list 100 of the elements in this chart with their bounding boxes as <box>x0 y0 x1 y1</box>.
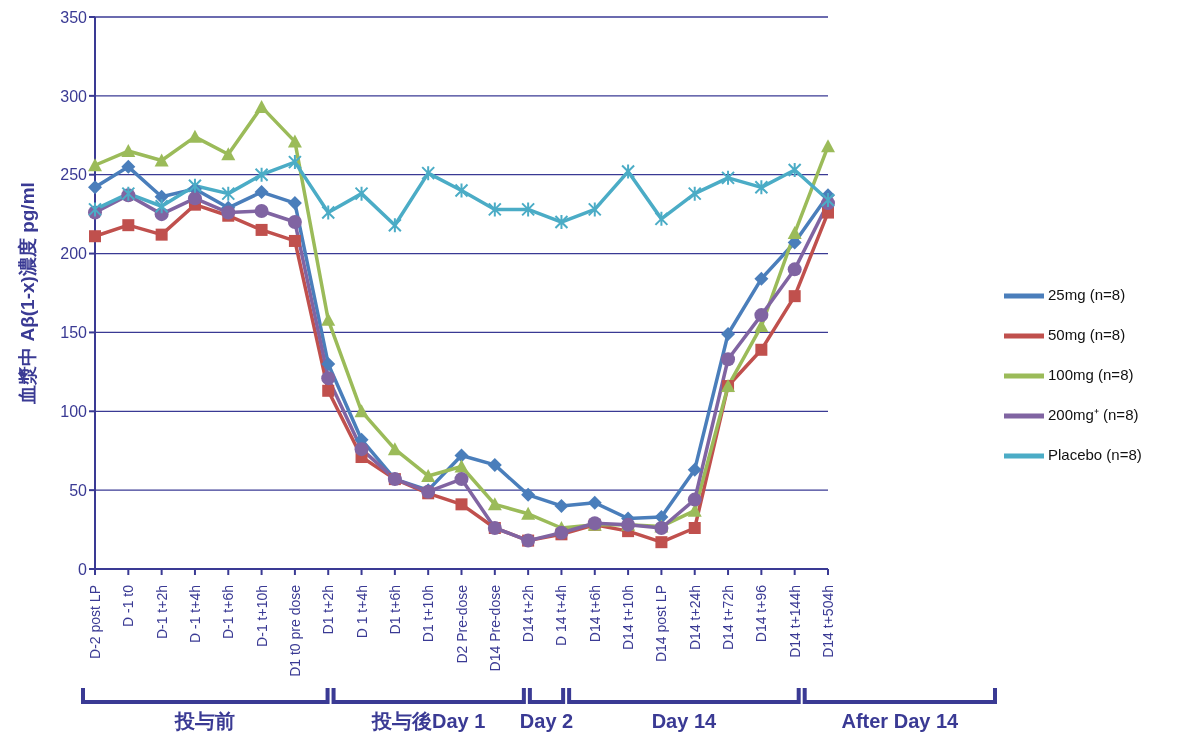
x-tick-label: D1 t0 pre dose <box>286 584 303 677</box>
x-tick-label: D-1 t+2h <box>153 585 170 640</box>
text: 投与前 <box>174 710 236 732</box>
point <box>354 442 369 457</box>
point <box>655 536 668 549</box>
legend-label: 100mg (n=8) <box>1048 365 1134 383</box>
point <box>787 161 802 178</box>
point <box>454 182 469 199</box>
point <box>321 356 336 371</box>
point <box>521 201 536 218</box>
point <box>187 191 202 206</box>
point <box>787 262 802 277</box>
point <box>187 129 202 143</box>
point <box>254 99 269 113</box>
x-tick-label: D-2 post LP <box>87 585 103 659</box>
point <box>88 158 102 172</box>
point <box>554 498 569 513</box>
point <box>288 234 301 247</box>
point <box>287 154 302 171</box>
point <box>621 163 636 180</box>
point <box>321 204 336 221</box>
point <box>354 185 369 202</box>
point <box>587 495 602 510</box>
point <box>221 205 236 220</box>
point <box>721 352 736 367</box>
legend-label: 200mg⁺ (n=8) <box>1048 405 1139 423</box>
text: Day 2 <box>519 710 574 732</box>
point <box>755 343 768 356</box>
text: After Day 14 <box>841 710 960 732</box>
point <box>521 487 536 502</box>
point <box>287 134 302 148</box>
point <box>721 327 736 342</box>
point <box>421 165 436 182</box>
x-tick-label: D -1 t0 <box>120 584 137 628</box>
point <box>787 226 802 240</box>
point <box>121 159 136 174</box>
x-tick-label: D1 t+10h <box>420 585 437 643</box>
point <box>454 448 469 463</box>
point <box>254 185 269 200</box>
x-tick-label: D-1 t+6h <box>220 585 237 640</box>
point <box>88 201 102 218</box>
y-tick-label: 150 <box>60 324 88 342</box>
point <box>487 497 502 511</box>
point <box>287 215 302 230</box>
x-tick-label: D 1 t+4h <box>353 585 370 639</box>
text: Day 14 <box>651 710 718 732</box>
point <box>754 271 769 286</box>
point <box>821 139 835 153</box>
point <box>687 492 702 507</box>
x-tick-label: D14 t+96 <box>753 584 770 643</box>
x-tick-label: D1 t+6h <box>386 585 403 635</box>
point <box>821 191 835 208</box>
point <box>754 308 769 323</box>
point <box>487 201 502 218</box>
text: 投与後Day 1 <box>371 710 486 732</box>
x-tick-label: D 14 t+4h <box>553 585 570 647</box>
y-tick-label: 100 <box>60 402 88 420</box>
point <box>587 201 602 218</box>
point <box>221 185 236 202</box>
point <box>455 498 468 511</box>
point <box>254 203 269 218</box>
point <box>154 189 169 204</box>
legend-label: 50mg (n=8) <box>1048 325 1126 343</box>
x-tick-label: D14 t+24h <box>686 585 703 650</box>
point <box>687 185 702 202</box>
point <box>354 404 369 418</box>
x-tick-label: D14 t+72h <box>720 585 737 650</box>
y-tick-label: 300 <box>60 87 88 105</box>
point <box>387 217 402 234</box>
point <box>154 198 169 215</box>
point <box>754 319 769 333</box>
x-tick-label: D14 Pre-dose <box>486 584 503 672</box>
point <box>721 169 736 186</box>
x-tick-label: D1 t+2h <box>320 585 337 635</box>
point <box>89 230 101 243</box>
x-tick-label: D14 t+2h <box>520 585 537 643</box>
x-tick-label: D14 t+6h <box>586 585 603 643</box>
point <box>154 153 169 167</box>
x-tick-label: D -1 t+4h <box>186 585 203 643</box>
point <box>521 506 536 520</box>
x-tick-label: D14 post LP <box>653 585 670 663</box>
point <box>487 457 502 472</box>
point <box>221 147 236 161</box>
x-tick-label: D14 t+504h <box>820 585 836 658</box>
point <box>421 468 436 482</box>
point <box>554 214 569 231</box>
point <box>788 290 801 303</box>
point <box>454 459 469 473</box>
point <box>254 166 269 183</box>
x-tick-label: D14 t+144h <box>786 585 803 658</box>
y-tick-label: 350 <box>60 8 88 26</box>
point <box>321 371 336 386</box>
y-tick-label: 250 <box>60 166 88 184</box>
point <box>687 462 702 477</box>
y-tick-label: 0 <box>78 560 88 578</box>
y-axis-title: 血漿中 Aβ(1-x)濃度 pg/ml <box>16 182 38 405</box>
point <box>688 521 701 534</box>
point <box>387 442 402 456</box>
x-tick-label: D2 Pre-dose <box>453 584 470 664</box>
point <box>155 228 168 241</box>
